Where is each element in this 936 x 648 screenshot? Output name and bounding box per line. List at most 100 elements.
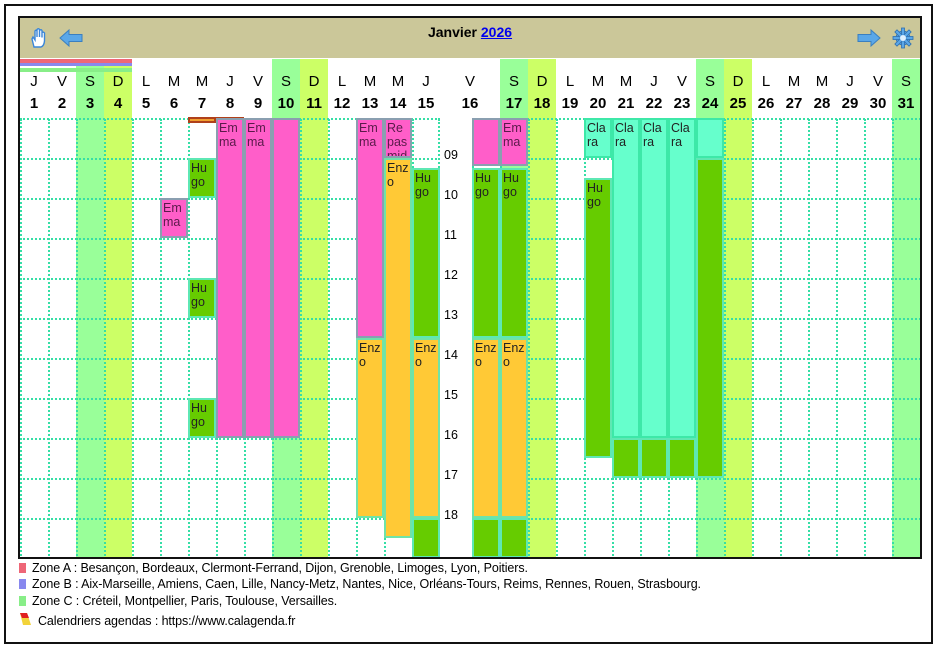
year-link[interactable]: 2026 bbox=[480, 24, 513, 40]
hand-icon[interactable] bbox=[28, 27, 50, 49]
day-number: 14 bbox=[389, 95, 407, 112]
sunday-column bbox=[300, 59, 328, 557]
day-header-27[interactable]: M 27 bbox=[780, 71, 808, 115]
event-block[interactable] bbox=[612, 438, 640, 478]
legend-zone-a: Zone A : Besançon, Bordeaux, Clermont-Fe… bbox=[32, 561, 528, 575]
zone-a-swatch bbox=[19, 563, 26, 573]
day-number: 15 bbox=[417, 95, 435, 112]
grid-vline bbox=[556, 119, 558, 557]
day-letter: M bbox=[591, 73, 605, 90]
day-header-16[interactable]: V 16 bbox=[440, 71, 500, 115]
day-letter: D bbox=[308, 73, 320, 90]
day-header-18[interactable]: D 18 bbox=[528, 71, 556, 115]
event-block[interactable]: Enzo bbox=[384, 158, 412, 538]
legend-zone-b: Zone B : Aix-Marseille, Amiens, Caen, Li… bbox=[32, 577, 701, 591]
event-block[interactable]: Emma bbox=[244, 118, 272, 438]
day-header-10[interactable]: S 10 bbox=[272, 71, 300, 115]
event-block[interactable]: Enzo bbox=[500, 338, 528, 518]
day-header-22[interactable]: J 22 bbox=[640, 71, 668, 115]
zone-c-swatch bbox=[19, 596, 26, 606]
event-block[interactable]: Hugo bbox=[412, 168, 440, 338]
arrow-right-icon[interactable] bbox=[856, 27, 882, 49]
day-header-26[interactable]: L 26 bbox=[752, 71, 780, 115]
event-block[interactable]: Emma bbox=[356, 118, 384, 338]
event-block[interactable]: Hugo bbox=[584, 178, 612, 458]
gear-icon[interactable] bbox=[892, 27, 914, 49]
day-header-30[interactable]: V 30 bbox=[864, 71, 892, 115]
day-header-19[interactable]: L 19 bbox=[556, 71, 584, 115]
event-block[interactable] bbox=[500, 518, 528, 557]
zone-b-swatch bbox=[19, 579, 26, 589]
day-letter: S bbox=[280, 73, 291, 90]
event-block[interactable]: Enzo bbox=[472, 338, 500, 518]
day-header-15[interactable]: J 15 bbox=[412, 71, 440, 115]
event-block[interactable] bbox=[472, 118, 500, 166]
event-block[interactable] bbox=[272, 118, 300, 438]
event-block[interactable]: Hugo bbox=[500, 168, 528, 338]
day-letter: S bbox=[704, 73, 715, 90]
day-header-25[interactable]: D 25 bbox=[724, 71, 752, 115]
day-header-17[interactable]: S 17 bbox=[500, 71, 528, 115]
event-block[interactable]: Emma bbox=[500, 118, 528, 166]
event-block[interactable]: Hugo bbox=[188, 398, 216, 438]
grid-vline bbox=[528, 119, 530, 557]
event-block[interactable]: Clara bbox=[612, 118, 640, 438]
day-number: 3 bbox=[85, 95, 95, 112]
event-block[interactable] bbox=[412, 518, 440, 557]
grid-vline bbox=[160, 119, 162, 557]
day-header-28[interactable]: M 28 bbox=[808, 71, 836, 115]
day-header-24[interactable]: S 24 bbox=[696, 71, 724, 115]
day-letter: S bbox=[900, 73, 911, 90]
day-header-31[interactable]: S 31 bbox=[892, 71, 920, 115]
event-block[interactable] bbox=[640, 438, 668, 478]
grid-vline bbox=[864, 119, 866, 557]
day-header-29[interactable]: J 29 bbox=[836, 71, 864, 115]
zone-b-holiday-bar bbox=[20, 63, 132, 66]
day-letter: V bbox=[56, 73, 67, 90]
event-block[interactable]: Emma bbox=[160, 198, 188, 238]
day-letter: M bbox=[815, 73, 829, 90]
day-header-20[interactable]: M 20 bbox=[584, 71, 612, 115]
day-number: 10 bbox=[277, 95, 295, 112]
day-header-21[interactable]: M 21 bbox=[612, 71, 640, 115]
hour-label: 09 bbox=[444, 148, 458, 162]
event-block[interactable] bbox=[668, 438, 696, 478]
event-block[interactable]: Clara bbox=[584, 118, 612, 158]
day-header-13[interactable]: M 13 bbox=[356, 71, 384, 115]
event-block[interactable]: Hugo bbox=[188, 158, 216, 198]
arrow-left-icon[interactable] bbox=[58, 27, 84, 49]
event-marker[interactable] bbox=[188, 117, 216, 123]
event-block[interactable]: Repas midi bbox=[384, 118, 412, 158]
day-number: 23 bbox=[673, 95, 691, 112]
day-header-11[interactable]: D 11 bbox=[300, 71, 328, 115]
grid-hline bbox=[20, 558, 440, 559]
event-block[interactable]: Enzo bbox=[356, 338, 384, 518]
event-block[interactable]: Hugo bbox=[188, 278, 216, 318]
event-block[interactable] bbox=[696, 158, 724, 478]
event-block[interactable] bbox=[696, 118, 724, 158]
event-block[interactable]: Clara bbox=[668, 118, 696, 438]
event-block[interactable]: Hugo bbox=[472, 168, 500, 338]
event-block[interactable] bbox=[472, 518, 500, 557]
day-letter: M bbox=[195, 73, 209, 90]
day-number: 24 bbox=[701, 95, 719, 112]
day-number: 7 bbox=[197, 95, 207, 112]
event-block[interactable]: Enzo bbox=[412, 338, 440, 518]
legend-credit-link[interactable]: Calendriers agendas : https://www.calage… bbox=[38, 614, 296, 628]
day-header-14[interactable]: M 14 bbox=[384, 71, 412, 115]
day-header-12[interactable]: L 12 bbox=[328, 71, 356, 115]
grid-hline bbox=[20, 518, 440, 520]
day-number: 1 bbox=[29, 95, 39, 112]
event-block[interactable]: Clara bbox=[640, 118, 668, 438]
event-block[interactable]: Emma bbox=[216, 118, 244, 438]
day-header-23[interactable]: V 23 bbox=[668, 71, 696, 115]
